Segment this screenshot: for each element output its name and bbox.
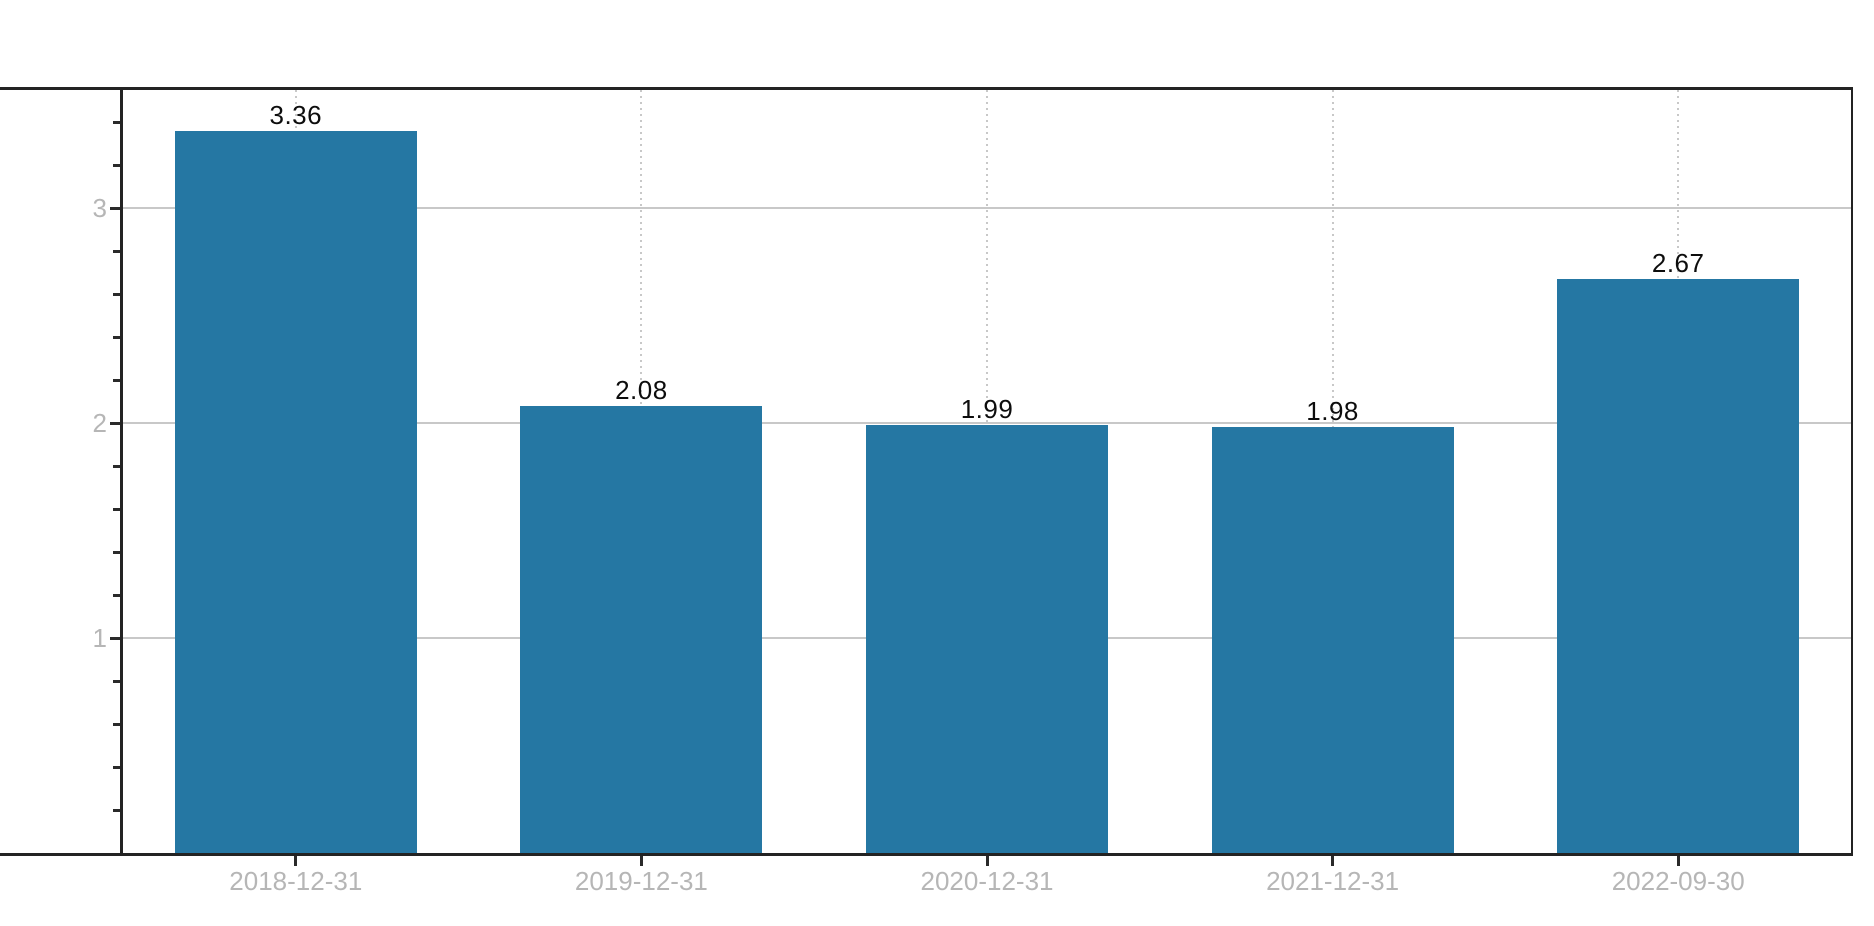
- y-axis-minor-tick: [113, 464, 120, 468]
- x-axis-tick: [294, 856, 298, 866]
- bar-2019-12-31: [520, 405, 763, 853]
- axis-right-spine: [1851, 87, 1853, 856]
- horizontal-gridline-y-2: [123, 422, 1853, 425]
- bar-2018-12-31: [174, 130, 417, 853]
- y-tick-label: 1: [92, 623, 107, 654]
- axis-left-spine: [120, 87, 123, 856]
- bar-2020-12-31: [866, 425, 1108, 853]
- y-axis-minor-tick: [113, 120, 120, 124]
- bar-2021-12-31: [1211, 427, 1454, 853]
- y-axis-minor-tick: [113, 378, 120, 382]
- y-tick-label: 2: [92, 408, 107, 439]
- y-tick-label: 3: [92, 193, 107, 224]
- axis-top-spine: [0, 87, 1853, 90]
- y-axis-major-tick: [110, 421, 120, 425]
- x-axis-tick: [639, 856, 643, 866]
- y-axis-major-tick: [110, 206, 120, 210]
- y-axis-major-tick: [110, 636, 120, 640]
- x-tick-label: 2019-12-31: [574, 866, 708, 896]
- y-axis-minor-tick: [113, 808, 120, 812]
- axis-bottom-spine: [0, 853, 1853, 856]
- y-axis-minor-tick: [113, 335, 120, 339]
- bar-value-label: 2.67: [1651, 248, 1705, 279]
- y-axis-minor-tick: [113, 163, 120, 167]
- y-axis-minor-tick: [113, 249, 120, 253]
- bar-value-label: 1.99: [960, 394, 1014, 425]
- x-axis-tick: [1676, 856, 1680, 866]
- y-axis-minor-tick: [113, 679, 120, 683]
- y-axis-minor-tick: [113, 550, 120, 554]
- bar-value-label: 3.36: [269, 99, 323, 130]
- x-tick-label: 2020-12-31: [920, 866, 1054, 896]
- y-axis-minor-tick: [113, 722, 120, 726]
- y-axis-minor-tick: [113, 765, 120, 769]
- y-axis-minor-tick: [113, 292, 120, 296]
- bar-2022-09-30: [1557, 279, 1800, 853]
- x-axis-tick: [1331, 856, 1335, 866]
- x-tick-label: 2018-12-31: [229, 866, 363, 896]
- bar-value-label: 1.98: [1306, 396, 1359, 427]
- x-tick-label: 2021-12-31: [1266, 866, 1400, 896]
- y-axis-minor-tick: [113, 507, 120, 511]
- y-axis-minor-tick: [113, 593, 120, 597]
- bar-value-label: 2.08: [615, 374, 668, 405]
- horizontal-gridline-y-3: [123, 207, 1853, 210]
- x-tick-label: 2022-09-30: [1611, 866, 1745, 896]
- x-axis-tick: [985, 856, 989, 866]
